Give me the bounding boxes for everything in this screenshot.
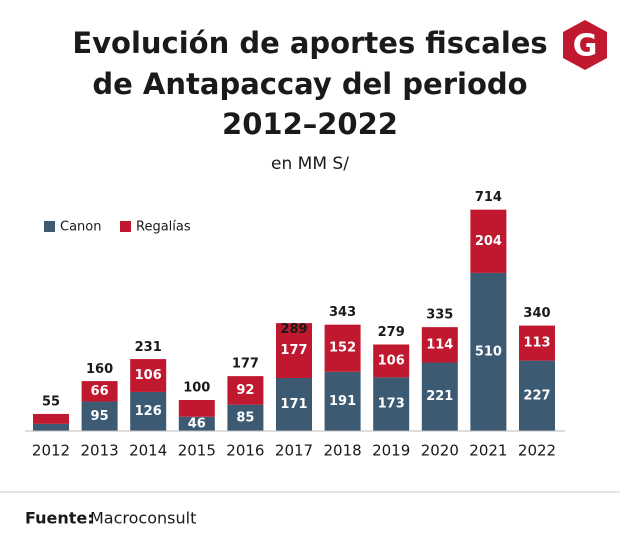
x-tick-label: 2014	[129, 442, 167, 460]
bar-segment	[519, 360, 555, 431]
data-label: 85	[236, 410, 254, 425]
total-label: 55	[42, 394, 60, 409]
bar-segment	[421, 362, 458, 431]
data-label: 92	[236, 383, 254, 398]
data-label: 126	[135, 404, 162, 419]
chart-title: de Antapaccay del periodo	[92, 67, 527, 101]
data-label: 95	[91, 409, 109, 424]
total-label: 714	[475, 190, 502, 205]
source: Macroconsult	[90, 509, 196, 528]
source-label: Fuente:	[25, 509, 94, 528]
bar-segment	[227, 376, 264, 405]
bar-segment	[519, 325, 555, 361]
x-tick-label: 2022	[518, 442, 556, 460]
bar-segment	[276, 377, 312, 431]
total-label: 335	[426, 308, 453, 323]
bar-segment	[373, 377, 410, 431]
total-label: 340	[523, 306, 550, 321]
x-tick-label: 2020	[421, 442, 459, 460]
x-tick-label: 2019	[372, 442, 410, 460]
bar-segment	[33, 413, 69, 424]
legend-label: Canon	[60, 220, 101, 235]
bar-segment	[470, 209, 507, 273]
bar-segment	[178, 416, 215, 431]
total-label: 279	[378, 325, 405, 340]
bar-segment	[130, 391, 167, 431]
legend-swatch	[44, 221, 55, 232]
data-label: 171	[280, 397, 307, 412]
bar-segment	[373, 344, 410, 378]
x-tick-label: 2021	[469, 442, 507, 460]
bar-segment	[33, 423, 69, 431]
bar-segment	[81, 401, 118, 431]
legend-label: Regalías	[136, 220, 191, 235]
total-label: 100	[183, 381, 210, 396]
bar-segment	[130, 359, 167, 392]
total-label: 343	[329, 305, 356, 320]
logo: G	[573, 29, 598, 64]
data-label: 152	[329, 341, 356, 356]
total-label: 289	[280, 322, 307, 337]
bar-segment	[324, 324, 361, 372]
data-label: 106	[378, 353, 405, 368]
bar-segment	[178, 400, 215, 417]
logo-shape	[563, 20, 607, 70]
x-tick-label: 2017	[275, 442, 313, 460]
bar-segment	[470, 272, 507, 431]
chart-title: Evolución de aportes fiscales	[72, 26, 547, 60]
total-label: 231	[135, 340, 162, 355]
data-label: 66	[91, 384, 109, 399]
x-tick-label: 2015	[178, 442, 216, 460]
bar-segment	[276, 323, 312, 378]
data-label: 177	[280, 343, 307, 358]
x-tick-label: 2013	[81, 442, 119, 460]
data-label: 106	[135, 368, 162, 383]
data-label: 227	[523, 388, 550, 403]
bar-segment	[81, 381, 118, 402]
x-tick-label: 2012	[32, 442, 70, 460]
bar-segment	[324, 371, 361, 431]
data-label: 204	[475, 234, 502, 249]
chart-subtitle: en MM S/	[271, 154, 349, 174]
data-label: 114	[426, 337, 453, 352]
bar-segment	[227, 404, 264, 431]
data-label: 191	[329, 394, 356, 409]
bar-segment	[421, 327, 458, 363]
total-label: 160	[86, 362, 113, 377]
x-tick-label: 2018	[324, 442, 362, 460]
legend-swatch	[120, 221, 131, 232]
x-tick-label: 2016	[226, 442, 264, 460]
data-label: 113	[523, 336, 550, 351]
data-label: 46	[188, 416, 206, 431]
data-label: 510	[475, 344, 502, 359]
chart-title: 2012–2022	[222, 107, 398, 141]
total-label: 177	[232, 357, 259, 372]
data-label: 173	[378, 397, 405, 412]
data-label: 221	[426, 389, 453, 404]
